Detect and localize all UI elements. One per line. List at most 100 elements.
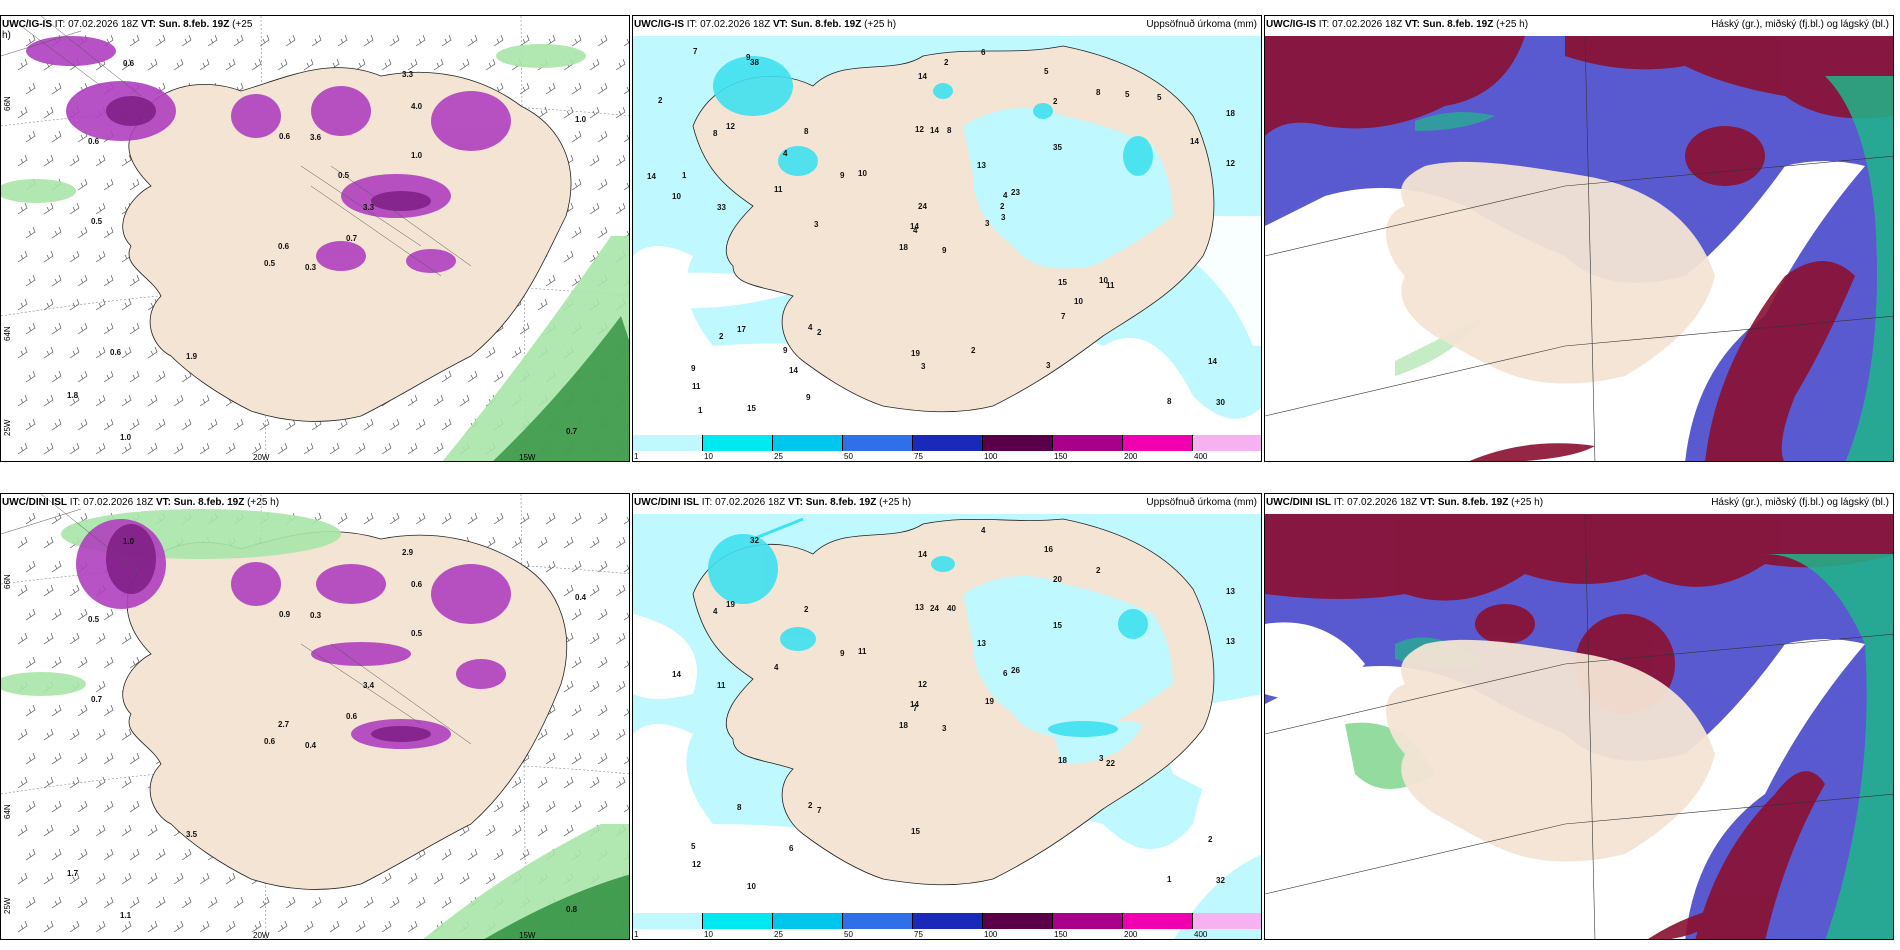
wind-barb — [571, 34, 582, 47]
map-value-label: 12 — [692, 860, 701, 869]
wind-barb — [381, 58, 392, 71]
wind-barb — [43, 536, 54, 549]
wind-barb — [623, 756, 629, 765]
wind-barb — [415, 848, 426, 861]
wind-barb — [597, 512, 608, 525]
wind-barb — [415, 34, 426, 47]
panel-title: UWC/IG-IS IT: 07.02.2026 18Z VT: Sun. 8.… — [634, 19, 896, 30]
wind-barb — [337, 34, 348, 47]
map-value-label: 8 — [737, 803, 742, 812]
wind-barb — [519, 512, 530, 525]
wind-barb — [511, 346, 522, 359]
colorbar-tick-label: 150 — [1054, 930, 1068, 939]
wind-barb — [43, 920, 54, 933]
wind-barb — [43, 250, 54, 263]
model-name: UWC/DINI ISL — [2, 497, 67, 508]
wind-barb — [69, 154, 80, 167]
wind-barb — [519, 800, 530, 813]
map-value-label: 15 — [1058, 278, 1067, 287]
map-value-label: 9 — [840, 649, 845, 658]
init-time: IT: 07.02.2026 18Z — [1331, 497, 1420, 508]
wind-barb — [389, 896, 400, 909]
wind-barb — [363, 418, 374, 431]
precip-title: Uppsöfnuð úrkoma (mm) — [1146, 19, 1257, 30]
wind-barb — [381, 442, 392, 455]
wind-barb — [95, 632, 106, 645]
wind-barb — [43, 728, 54, 741]
wind-barb — [571, 82, 582, 95]
wind-barb — [103, 370, 114, 383]
wind-barb — [95, 776, 106, 789]
wind-barb — [251, 58, 262, 71]
wind-barb — [129, 178, 140, 191]
map-value-label: 0.5 — [91, 217, 103, 226]
map-value-label: 2 — [1000, 202, 1005, 211]
wind-barb — [459, 872, 470, 885]
wind-barb — [77, 800, 88, 813]
wind-barb — [563, 250, 574, 263]
map-value-label: 3 — [1001, 213, 1006, 222]
wind-barb — [95, 824, 106, 837]
map-value-label: 19 — [726, 600, 735, 609]
wind-barb — [43, 776, 54, 789]
colorbar-tick-label: 200 — [1124, 930, 1138, 939]
wind-barb — [597, 560, 608, 573]
wind-barb — [563, 106, 574, 119]
map-value-label: 3.4 — [363, 681, 375, 690]
wind-barb — [623, 612, 629, 621]
lon-15w-label: 15W — [519, 453, 536, 462]
map-value-label: 1 — [1167, 875, 1172, 884]
wind-barb — [519, 82, 530, 95]
wind-barb — [51, 418, 62, 431]
map-value-label: 0.6 — [264, 737, 276, 746]
wind-barb — [69, 824, 80, 837]
wind-barb — [95, 154, 106, 167]
wind-barb — [597, 704, 608, 717]
wind-barb — [363, 34, 374, 47]
wind-barb — [103, 226, 114, 239]
wind-barb — [615, 202, 626, 215]
wind-barb — [467, 370, 478, 383]
map-value-label: 11 — [858, 647, 867, 656]
wind-barb — [69, 776, 80, 789]
wind-barb — [129, 418, 140, 431]
model-name: UWC/DINI ISL — [634, 497, 699, 508]
wind-barb — [571, 512, 582, 525]
wind-barb — [17, 872, 28, 885]
wind-barb — [329, 920, 340, 933]
wind-barb — [43, 872, 54, 885]
wind-barb — [199, 920, 210, 933]
panel-top-cloud: UWC/IG-IS IT: 07.02.2026 18Z VT: Sun. 8.… — [1264, 15, 1894, 462]
panel-title: UWC/IG-IS IT: 07.02.2026 18Z VT: Sun. 8.… — [2, 19, 252, 41]
wind-barb — [17, 346, 28, 359]
wind-barb — [17, 584, 28, 597]
map-value-label: 2 — [658, 96, 663, 105]
wind-barb — [43, 298, 54, 311]
wind-barb — [563, 824, 574, 837]
map-value-label: 4 — [913, 226, 918, 235]
cloud-map — [1265, 16, 1893, 461]
model-name: UWC/IG-IS — [1266, 19, 1316, 30]
wind-barb — [155, 370, 166, 383]
wind-barb — [597, 82, 608, 95]
wind-barb — [173, 58, 184, 71]
wind-barb — [77, 848, 88, 861]
map-value-label: 5 — [1044, 67, 1049, 76]
map-value-label: 0.5 — [411, 629, 423, 638]
wind-barb — [381, 872, 392, 885]
wind-barb — [103, 896, 114, 909]
wind-barb — [181, 34, 192, 47]
wind-barb — [407, 394, 418, 407]
wind-barb — [51, 896, 62, 909]
map-value-label: 19 — [985, 697, 994, 706]
wind-barb — [129, 752, 140, 765]
wind-barb — [285, 418, 296, 431]
map-value-label: 40 — [947, 604, 956, 613]
wind-barb — [303, 442, 314, 455]
map-value-label: 0.4 — [305, 741, 317, 750]
wind-barb — [485, 824, 496, 837]
lat-25w-label: 25W — [3, 897, 12, 914]
wind-barb — [25, 130, 36, 143]
lat-25w-label: 25W — [3, 419, 12, 436]
map-value-label: 4 — [981, 526, 986, 535]
